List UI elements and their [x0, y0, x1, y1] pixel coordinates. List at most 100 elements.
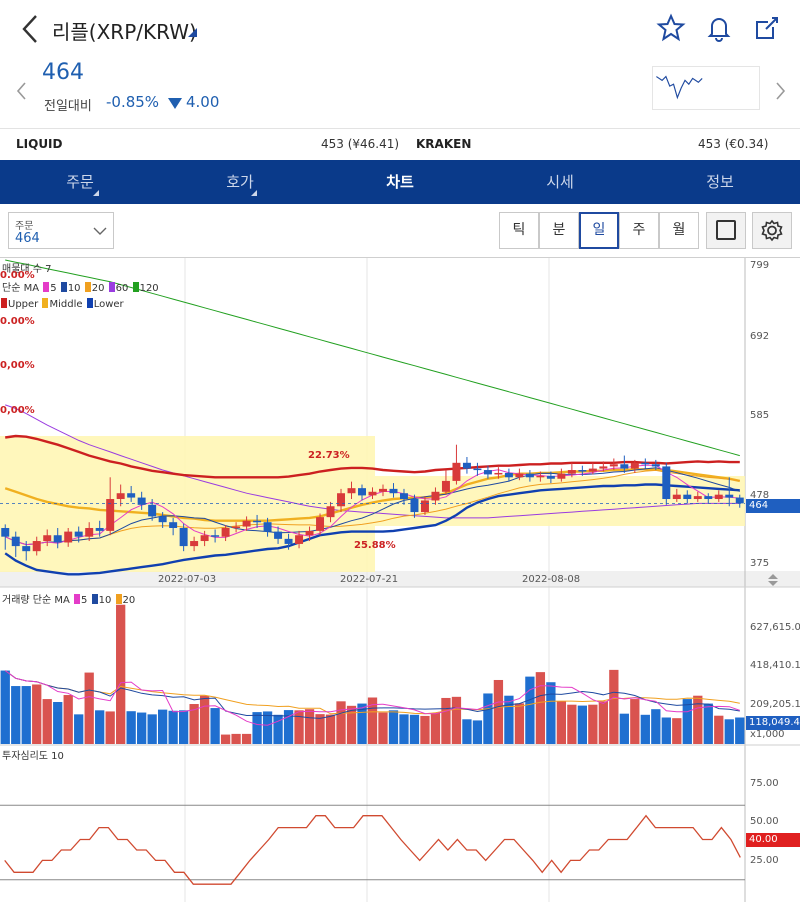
candle-body [651, 464, 660, 467]
candle-body [211, 535, 220, 537]
prev-coin-icon[interactable] [12, 80, 32, 102]
exchange-name: KRAKEN [416, 137, 472, 151]
candle-body [431, 491, 440, 501]
candle-body [337, 493, 346, 507]
volume-bar [315, 714, 325, 744]
ma10-swatch [60, 282, 67, 292]
volume-bar [189, 704, 199, 744]
volume-bar [95, 710, 105, 744]
tab-info[interactable]: 정보 [706, 173, 734, 191]
candle-body [200, 535, 209, 542]
period-week[interactable]: 주 [619, 212, 659, 249]
candle-body [473, 468, 482, 471]
candle-body [452, 462, 461, 481]
vol-ma20-swatch [115, 594, 122, 604]
volume-axis-tick: 209,205.101 [750, 699, 800, 710]
volume-bar [126, 711, 136, 744]
volume-bar [294, 710, 304, 744]
period-day[interactable]: 일 [579, 212, 619, 249]
volume-bar [84, 672, 94, 744]
volume-bar [283, 710, 294, 744]
title-caret-icon[interactable] [188, 28, 197, 37]
volume-bar [0, 670, 10, 744]
square-icon [716, 220, 736, 240]
candle-body [106, 499, 115, 531]
volume-bar [693, 695, 703, 744]
volume-bar [336, 701, 346, 744]
candle-body [221, 527, 230, 537]
volume-bar [241, 733, 252, 744]
candle-body [725, 494, 734, 498]
candle-body [1, 527, 10, 537]
order-price-select[interactable]: 주문 464 [8, 212, 114, 249]
vol-ma5-line [4, 670, 740, 726]
bb-lower-label: Lower [93, 299, 124, 310]
chart-area[interactable]: 매물대 수 7 0.00% 단순 MA 5 10 20 60 120 Upper… [0, 258, 800, 902]
tab-market[interactable]: 시세 [546, 173, 574, 191]
tab-caret-icon [93, 190, 99, 196]
bollinger-legend: Upper Middle Lower [0, 298, 124, 310]
candle-body [85, 527, 94, 537]
psych-line [4, 814, 741, 885]
ma20-swatch [84, 282, 91, 292]
candle-body [557, 473, 566, 479]
volume-bar [273, 714, 283, 744]
ma10-line [4, 467, 740, 546]
candle-body [127, 493, 136, 498]
period-tick[interactable]: 틱 [499, 212, 539, 249]
candle-body [284, 538, 293, 544]
volume-bar [147, 714, 157, 744]
volume-bar [451, 696, 462, 744]
settings-button[interactable] [752, 212, 792, 249]
ma60-label: 60 [115, 283, 129, 294]
price-row: 464 전일대비 -0.85% 4.00 [0, 58, 800, 128]
panel-resize-icon[interactable] [766, 573, 780, 587]
candle-body [735, 497, 744, 504]
volume-bar [535, 672, 546, 744]
candle-body [504, 472, 513, 478]
candle-body [399, 493, 408, 500]
volume-bar [630, 699, 640, 744]
candle-body [347, 488, 356, 494]
star-icon[interactable] [656, 13, 686, 43]
volume-bar [556, 701, 567, 744]
psych-axis-tick: 25.00 [750, 855, 779, 866]
candle-body [316, 517, 325, 531]
ma60-swatch [108, 282, 115, 292]
current-psych-tag: 40.00 [746, 833, 800, 847]
ma20-line [4, 469, 740, 546]
coin-title[interactable]: 리플(XRP/KRW) [52, 20, 197, 44]
tab-caret-icon [251, 190, 257, 196]
period-minute[interactable]: 분 [539, 212, 579, 249]
share-icon[interactable] [752, 13, 782, 43]
back-arrow-icon[interactable] [18, 12, 44, 46]
period-month[interactable]: 월 [659, 212, 699, 249]
tab-orderbook[interactable]: 호가 [226, 173, 254, 191]
volume-bar [567, 704, 577, 744]
volume-bar [11, 686, 21, 744]
exchange-name: LIQUID [16, 137, 63, 151]
date-axis-band [0, 571, 800, 587]
tab-chart[interactable]: 차트 [386, 173, 414, 191]
next-coin-icon[interactable] [770, 80, 790, 102]
vol-ma5-swatch [74, 594, 81, 604]
volume-bar [32, 684, 42, 744]
volume-bar [220, 734, 231, 744]
candle-body [683, 494, 692, 500]
fullscreen-button[interactable] [706, 212, 746, 249]
bell-icon[interactable] [704, 13, 734, 43]
volume-legend-title: 거래량 단순 MA [2, 595, 70, 606]
band-high-label: 22.73% [308, 450, 350, 461]
volume-bar [157, 709, 168, 744]
candle-body [662, 466, 671, 500]
candle-body [578, 470, 587, 472]
candle-body [494, 472, 503, 475]
tab-order[interactable]: 주문 [66, 173, 94, 191]
mini-sparkline-chart[interactable] [652, 66, 760, 110]
candle-body [368, 491, 377, 496]
price-axis-tick: 478 [750, 490, 770, 501]
exchange-value: 453 (¥46.41) [321, 137, 400, 151]
volume-bar [483, 693, 493, 744]
chart-canvas[interactable] [0, 258, 800, 902]
bb-middle-label: Middle [49, 299, 83, 310]
